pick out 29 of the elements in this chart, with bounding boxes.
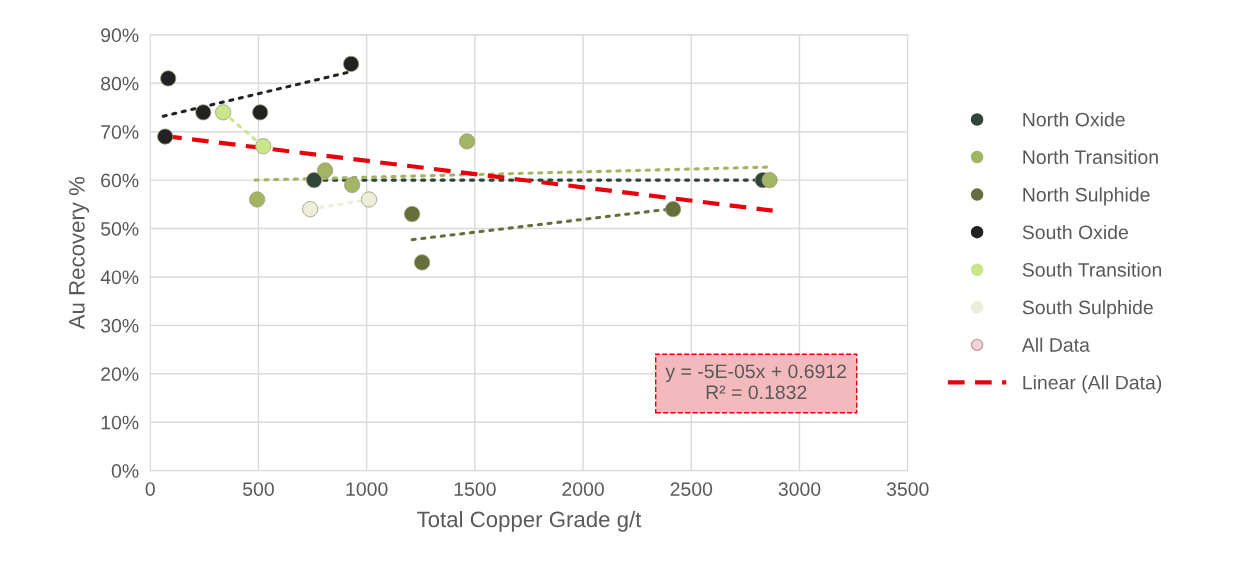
y-tick-label: 40% [100, 270, 139, 285]
x-tick-label: 3500 [886, 482, 929, 496]
x-tick-label: 2000 [562, 482, 604, 496]
legend-label: South Oxide [1022, 224, 1128, 240]
y-tick-label: 30% [100, 318, 139, 333]
legend-label: North Sulphide [1023, 187, 1150, 206]
x-tick-label: 500 [243, 482, 274, 496]
y-tick-label: 10% [101, 415, 139, 430]
x-tick-label: 3000 [778, 482, 821, 496]
annotation: y = -5E-05x + 0.6912 R² = 0.1832 [665, 364, 847, 400]
legend-label: South Transition [1022, 262, 1162, 277]
legend-label: South Sulphide [1022, 300, 1153, 319]
legend-label: All Data [1021, 337, 1090, 352]
legend-label: North Transition [1023, 149, 1158, 165]
x-axis-title: Total Copper Grade g/t [417, 510, 642, 532]
y-tick-label: 70% [101, 125, 139, 139]
x-tick-label: 2500 [670, 482, 713, 496]
y-tick-label: 20% [101, 367, 139, 382]
y-tick-label: 0% [111, 464, 139, 478]
y-axis-title: Au Recovery % [69, 176, 90, 330]
x-tick-label: 1000 [346, 482, 388, 496]
x-tick-label: 1500 [454, 482, 496, 496]
legend-label: Linear (All Data) [1023, 375, 1162, 394]
x-tick-label: 0 [145, 482, 155, 496]
y-tick-label: 50% [100, 221, 139, 236]
y-tick-label: 60% [101, 173, 139, 188]
legend-label: North Oxide [1023, 112, 1125, 127]
y-tick-label: 80% [101, 76, 139, 91]
y-tick-label: 90% [101, 28, 139, 43]
